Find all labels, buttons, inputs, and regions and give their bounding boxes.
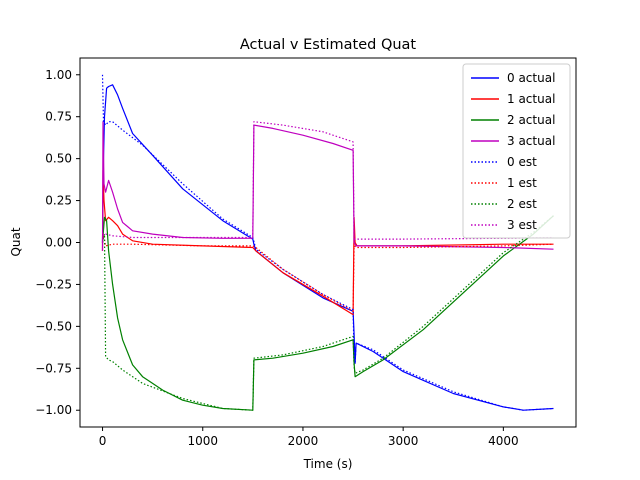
y-tick-label: 0.00: [45, 236, 72, 250]
legend-label: 1 est: [507, 176, 537, 190]
x-tick-label: 2000: [288, 434, 319, 448]
y-tick-label: 0.25: [45, 194, 72, 208]
x-tick-label: 4000: [488, 434, 519, 448]
x-tick-label: 3000: [388, 434, 419, 448]
series-line-0-actual: [101, 84, 554, 411]
series-line-1-actual: [101, 169, 554, 316]
legend-label: 1 actual: [507, 92, 555, 106]
x-axis-label: Time (s): [303, 457, 353, 471]
y-axis: 1.00 0.75 0.50 0.25 0.00 −0.25 −0.50 −0.75 −1.00: [35, 68, 80, 417]
legend-label: 2 actual: [507, 113, 555, 127]
series-line-3-actual: [101, 121, 554, 251]
legend-label: 3 est: [507, 218, 537, 232]
legend-label: 3 actual: [507, 134, 555, 148]
y-tick-label: 0.75: [45, 110, 72, 124]
plot-lines: [101, 74, 554, 411]
y-tick-label: 1.00: [45, 68, 72, 82]
chart-title: Actual v Estimated Quat: [240, 37, 417, 53]
legend: 0 actual 1 actual 2 actual 3 actual 0 est 1 e…: [462, 63, 571, 239]
x-axis: 0 1000 2000 3000 4000: [99, 427, 519, 448]
series-line-0-est: [101, 74, 554, 411]
y-tick-label: −0.75: [35, 361, 72, 375]
y-tick-label: −0.25: [35, 277, 72, 291]
y-tick-label: −1.00: [35, 403, 72, 417]
y-tick-label: 0.50: [45, 152, 72, 166]
x-tick-label: 0: [99, 434, 107, 448]
y-axis-label: Quat: [9, 227, 23, 256]
legend-label: 2 est: [507, 197, 537, 211]
x-tick-label: 1000: [187, 434, 218, 448]
legend-label: 0 actual: [507, 71, 555, 85]
legend-label: 0 est: [507, 155, 537, 169]
series-line-3-est: [101, 121, 554, 243]
legend-frame: [462, 63, 571, 239]
y-tick-label: −0.50: [35, 319, 72, 333]
